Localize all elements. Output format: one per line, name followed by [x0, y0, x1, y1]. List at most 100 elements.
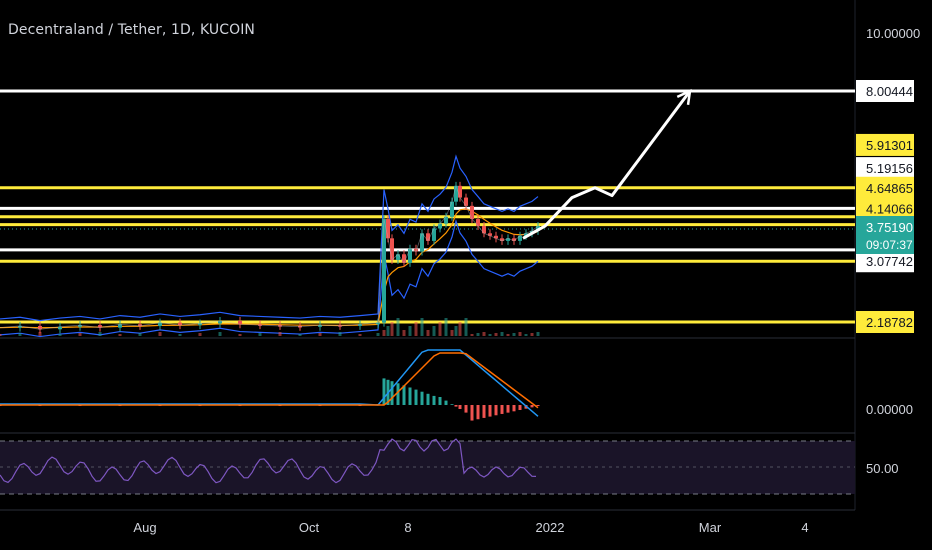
bollinger-upper: [0, 154, 539, 322]
price-axis[interactable]: 10.00000 8.00444 5.91301 5.19156 4.64865 4.14…: [856, 26, 920, 476]
volume-bars: [0, 318, 540, 336]
volume-bar-8: [158, 332, 162, 336]
candle-body-30: [438, 223, 442, 229]
candle-body-1: [18, 325, 22, 328]
macd-histogram-bar-46: [530, 405, 534, 408]
volume-bar-1: [18, 333, 22, 336]
volume-bar-22: [390, 322, 394, 336]
candle-body-35: [464, 197, 468, 206]
macd-histogram-bar-42: [506, 405, 510, 413]
macd-histogram-bar-27: [420, 391, 424, 405]
macd-histogram-bar-25: [408, 387, 412, 405]
current-price-value: 3.75190: [866, 220, 913, 235]
time-tick-4: Mar: [699, 520, 722, 535]
price-label-6: 2.18782: [866, 315, 913, 330]
volume-bar-19: [376, 333, 380, 336]
candle-body-39: [488, 233, 492, 236]
candle-body-4: [78, 325, 82, 327]
rsi-mid-label: 50.00: [866, 461, 899, 476]
volume-bar-9: [178, 334, 182, 336]
macd-histogram-bar-38: [482, 405, 486, 418]
volume-bar-30: [438, 322, 442, 336]
current-price-countdown: 09:07:37: [866, 238, 913, 252]
volume-bar-17: [338, 332, 342, 336]
volume-bar-16: [318, 333, 322, 336]
volume-bar-5: [98, 332, 102, 336]
volume-bar-26: [414, 322, 418, 336]
candle-body-19: [376, 322, 380, 325]
volume-bar-13: [258, 333, 262, 336]
volume-bar-4: [78, 333, 82, 336]
macd-pane: [0, 349, 540, 421]
volume-bar-34: [458, 322, 462, 336]
macd-histogram-bar-37: [476, 405, 480, 420]
volume-bar-38: [482, 332, 486, 336]
price-label-box-2: [856, 157, 914, 180]
volume-bar-41: [500, 332, 504, 336]
time-tick-1: Oct: [299, 520, 320, 535]
price-label-box-3: [856, 176, 914, 199]
candle-body-23: [396, 254, 400, 260]
volume-bar-7: [138, 333, 142, 336]
volume-bar-43: [512, 333, 516, 336]
signal-line: [0, 352, 539, 409]
moving-average: [0, 208, 539, 329]
volume-bar-20: [382, 330, 386, 336]
candle-body-8: [158, 322, 162, 326]
projection-arrow[interactable]: [522, 88, 692, 240]
candle-body-32: [450, 201, 454, 217]
volume-bar-23: [396, 318, 400, 336]
macd-histogram-bar-30: [438, 397, 442, 405]
candle-body-18: [358, 324, 362, 326]
candle-body-33: [454, 185, 458, 202]
chart-title: Decentraland / Tether, 1D, KUCOIN: [8, 22, 256, 38]
candle-body-5: [98, 325, 102, 328]
candle-body-34: [458, 185, 462, 198]
candle-body-43: [512, 238, 516, 241]
candle-body-11: [218, 321, 222, 324]
rsi-pane: [0, 438, 537, 484]
candle-body-22: [390, 238, 394, 260]
candle-body-45: [524, 233, 528, 236]
candle-body-3: [58, 326, 62, 330]
time-tick-2: 8: [404, 520, 411, 535]
volume-bar-28: [426, 330, 430, 336]
candle-body-24: [402, 254, 406, 263]
macd-histogram-bar-31: [444, 400, 448, 405]
macd-histogram-bar-20: [382, 378, 386, 405]
candle-body-41: [500, 238, 504, 241]
volume-bar-24: [402, 330, 406, 336]
horizontal-levels[interactable]: [0, 89, 855, 324]
price-label-box-4: [856, 197, 914, 220]
macd-line: [0, 349, 539, 417]
volume-bar-35: [464, 318, 468, 336]
volume-bar-42: [506, 334, 510, 336]
candle-body-7: [138, 324, 142, 326]
macd-histogram-bar-24: [402, 385, 406, 405]
current-price-badge: [856, 216, 914, 254]
candle-body-20: [382, 219, 386, 323]
volume-bar-46: [530, 333, 534, 336]
volume-bar-31: [444, 318, 448, 336]
price-label-2: 5.19156: [866, 161, 913, 176]
time-axis[interactable]: Aug Oct 8 2022 Mar 4: [133, 520, 808, 535]
macd-histogram-bar-44: [518, 405, 522, 410]
price-label-0: 8.00444: [866, 84, 913, 99]
candle-body-10: [198, 323, 202, 326]
macd-histogram-bar-23: [396, 383, 400, 405]
volume-bar-10: [198, 333, 202, 336]
candle-body-2: [38, 325, 42, 330]
candle-body-26: [414, 248, 418, 252]
projection-path: [522, 90, 692, 240]
bollinger-lower: [0, 219, 539, 338]
volume-bar-37: [476, 333, 480, 336]
candle-body-27: [420, 233, 424, 252]
volume-bar-32: [450, 330, 454, 336]
bollinger-bands: [0, 154, 539, 338]
volume-bar-40: [494, 333, 498, 336]
volume-bar-18: [358, 334, 362, 336]
macd-histogram-bar-32: [450, 404, 454, 405]
volume-bar-0: [0, 334, 2, 336]
